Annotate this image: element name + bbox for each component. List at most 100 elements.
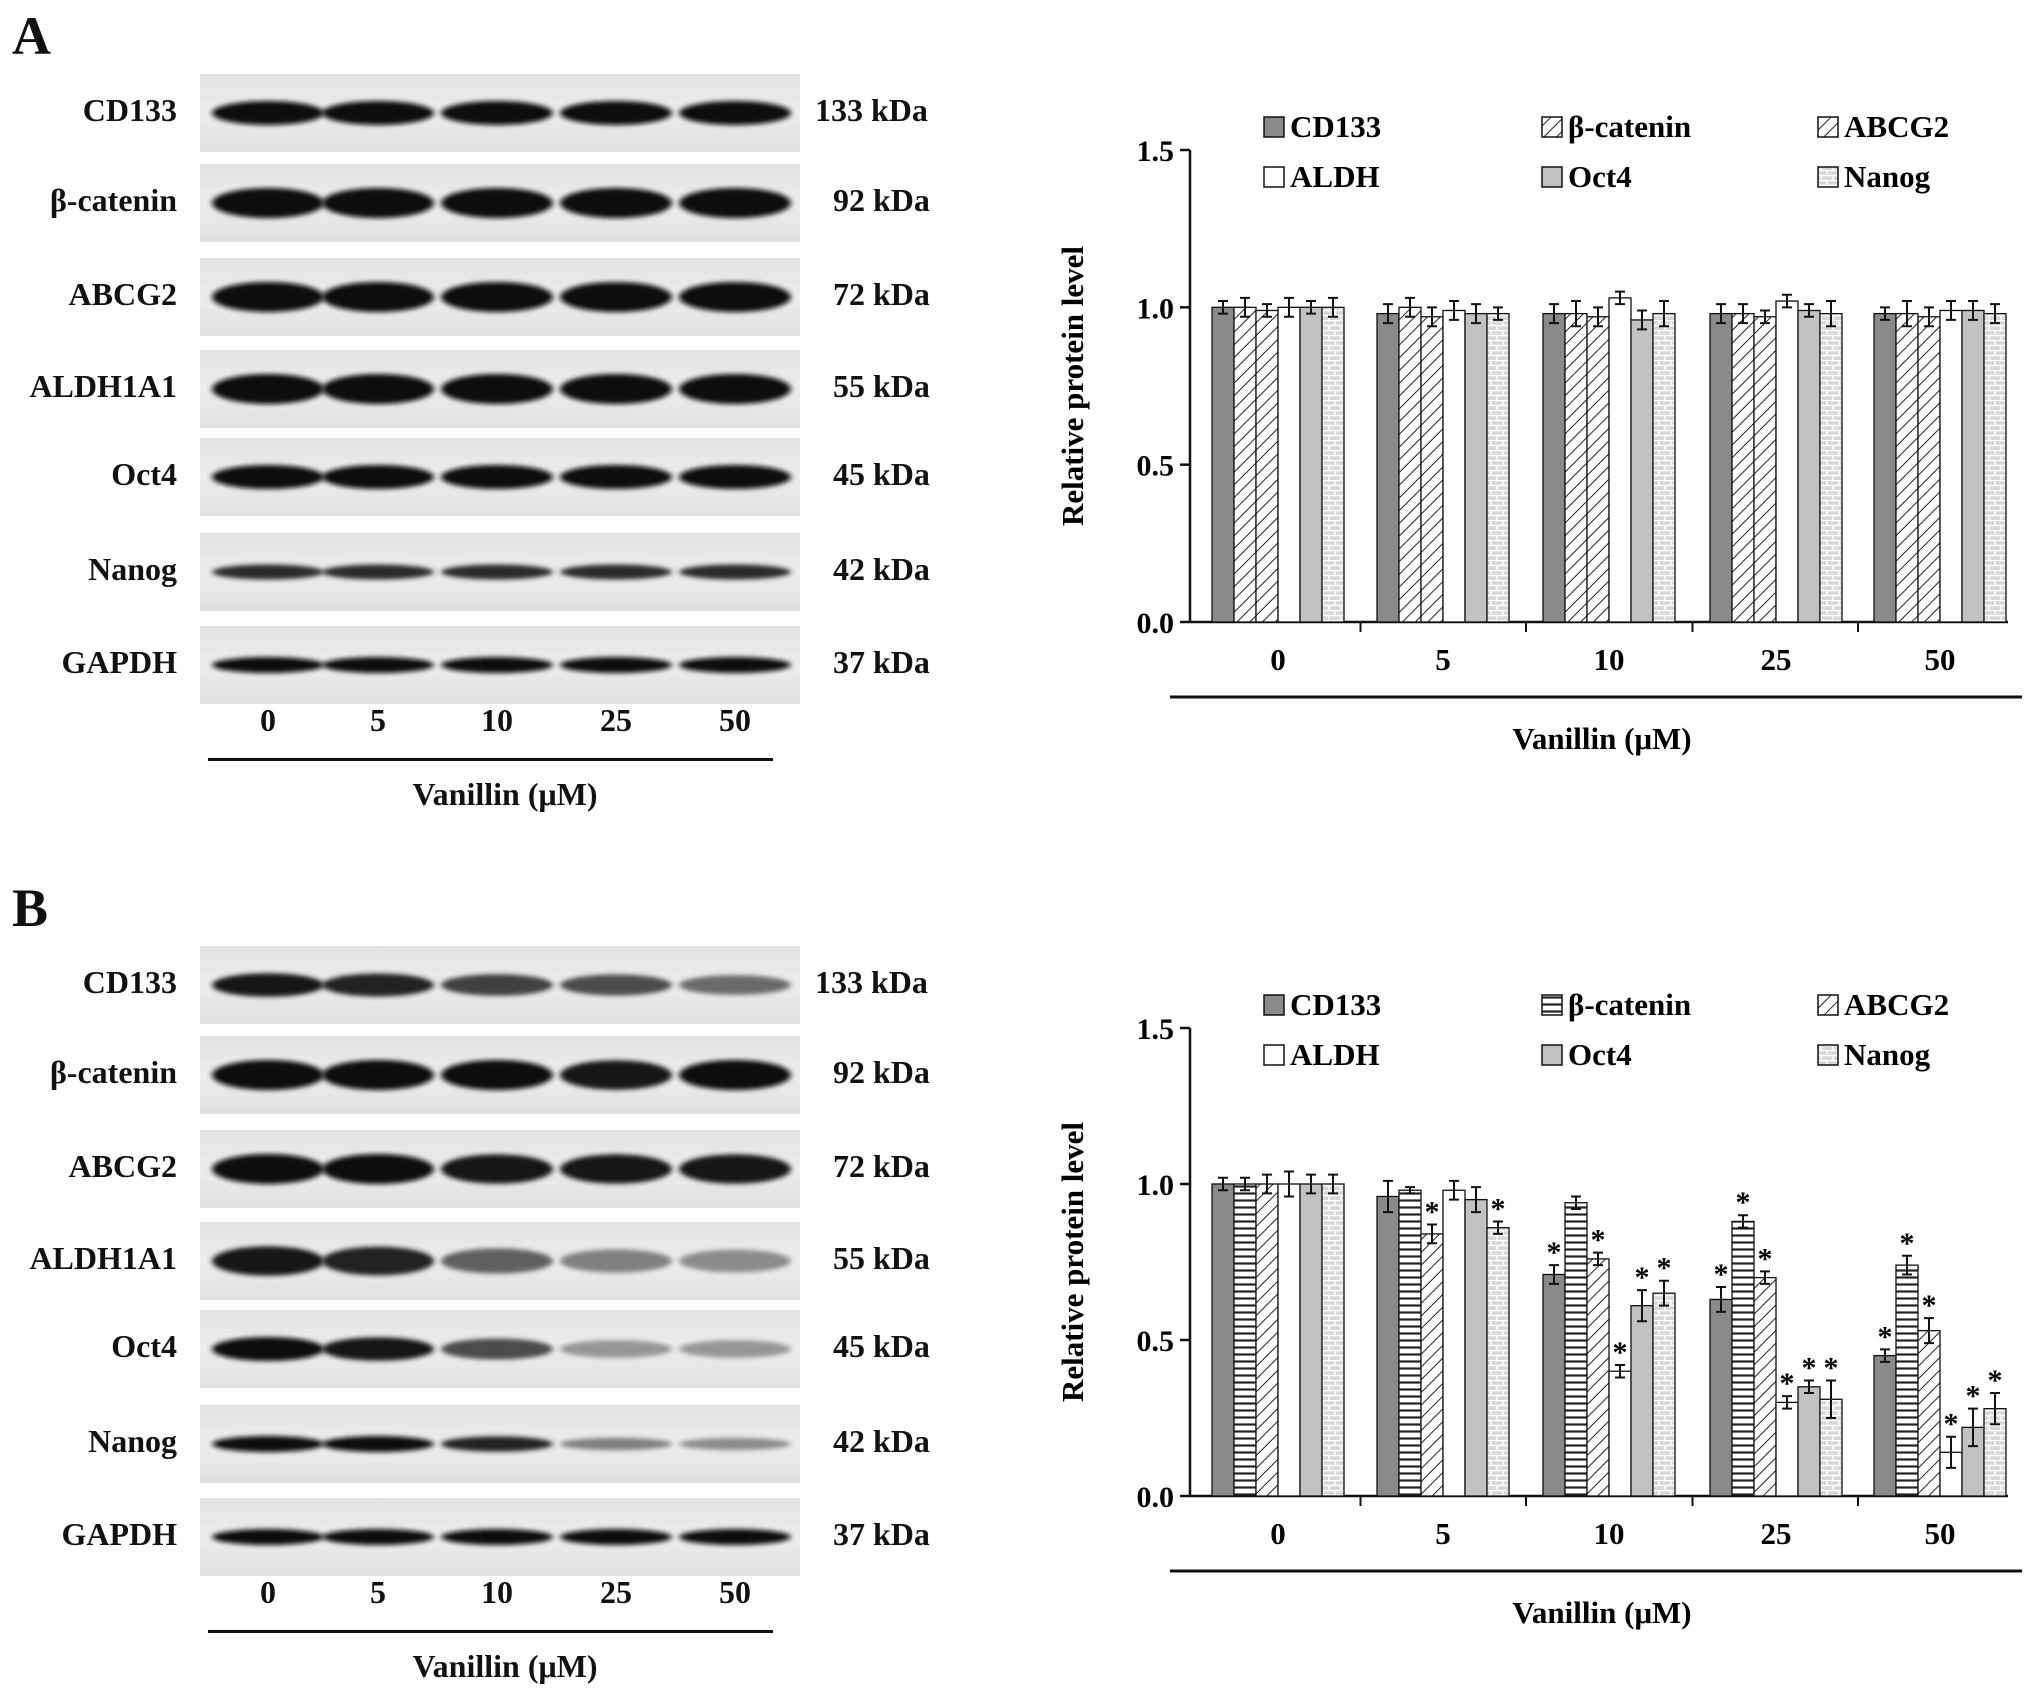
blot-band (212, 282, 324, 312)
error-bar (1946, 1435, 1956, 1469)
blot-kda-label: 72 kDa (833, 276, 930, 312)
error-bar (1804, 1379, 1814, 1395)
x-tick-label: 10 (1594, 1516, 1625, 1551)
blot-band (212, 657, 324, 673)
error-bar (1826, 1379, 1836, 1419)
legend-label: Oct4 (1568, 159, 1632, 194)
error-bar (1782, 293, 1792, 309)
error-bar (1383, 1179, 1393, 1214)
legend-label: β-catenin (1568, 109, 1691, 144)
error-bar (1637, 1289, 1647, 1323)
blot-axis-rule (208, 758, 773, 761)
blot-band (560, 374, 672, 404)
error-bar (1284, 296, 1294, 318)
error-bar (1593, 1251, 1603, 1267)
legend-swatch (1817, 1044, 1839, 1066)
legend-label: CD133 (1290, 987, 1381, 1022)
blot-strip (200, 1405, 800, 1483)
x-tick-label: 25 (1761, 1516, 1792, 1551)
bar (1376, 1195, 1400, 1497)
error-bar (1880, 306, 1890, 321)
significance-marker: * (1758, 1242, 1773, 1275)
error-bar (1924, 1317, 1934, 1345)
blot-band (322, 1436, 434, 1452)
bar (1211, 1183, 1235, 1497)
blot-lane-label: 25 (600, 1574, 632, 1610)
bar (1321, 1183, 1345, 1497)
bar (1486, 1227, 1510, 1497)
bar (1442, 1189, 1466, 1497)
blot-band (679, 465, 791, 489)
blot-band (560, 101, 672, 125)
blot-band (322, 1060, 434, 1090)
error-bar (1902, 300, 1912, 328)
blot-band (679, 282, 791, 312)
blot-kda-label: 37 kDa (833, 1516, 930, 1552)
blot-band (212, 1246, 324, 1276)
blot-band (679, 1249, 791, 1273)
error-bar (1760, 309, 1770, 325)
blot-strip (200, 164, 800, 242)
legend-swatch (1263, 166, 1285, 188)
blot-band (441, 101, 553, 125)
blot-band (679, 1340, 791, 1358)
bar (1420, 1233, 1444, 1497)
blot-band (560, 974, 672, 996)
blot-strip (200, 1222, 800, 1300)
bar (1542, 1273, 1566, 1497)
blot-band (322, 188, 434, 218)
error-bar (1946, 300, 1956, 321)
legend-swatch (1817, 994, 1839, 1016)
error-bar (1716, 1285, 1726, 1313)
blot-lane-label: 0 (260, 1574, 276, 1610)
legend-label: Oct4 (1568, 1037, 1632, 1072)
legend-swatch (1541, 166, 1563, 188)
error-bar (1924, 306, 1934, 328)
significance-marker: * (1613, 1336, 1628, 1369)
significance-marker: * (1966, 1380, 1981, 1413)
legend-swatch (1263, 116, 1285, 138)
significance-marker: * (1657, 1252, 1672, 1285)
x-tick-label: 50 (1925, 1516, 1956, 1551)
significance-marker: * (1988, 1364, 2003, 1397)
blot-band (560, 1529, 672, 1545)
x-tick-label: 25 (1761, 642, 1792, 677)
blot-band (560, 465, 672, 489)
error-bar (1760, 1270, 1770, 1285)
error-bar (1968, 300, 1978, 321)
significance-marker: * (1824, 1352, 1839, 1385)
blot-band (212, 1529, 324, 1545)
blot-band (441, 1060, 553, 1090)
blot-kda-label: 133 kDa (815, 92, 928, 128)
error-bar (1615, 1363, 1625, 1379)
blot-lane-label: 10 (481, 702, 513, 738)
blot-xlabel: Vanillin (μM) (412, 1648, 598, 1684)
bar (1586, 1258, 1610, 1497)
blot-band (441, 1436, 553, 1452)
legend-swatch (1263, 1044, 1285, 1066)
blot-strip (200, 1130, 800, 1208)
blot-band (441, 1248, 553, 1274)
blot-kda-label: 37 kDa (833, 644, 930, 680)
blot-band (441, 188, 553, 218)
significance-marker: * (1922, 1289, 1937, 1322)
bar (1255, 1183, 1279, 1497)
blot-band (322, 973, 434, 997)
blot-strip (200, 438, 800, 516)
legend-label: Nanog (1844, 1037, 1931, 1072)
error-bar (1659, 1279, 1669, 1307)
blot-band (441, 282, 553, 312)
error-bar (1262, 1173, 1272, 1195)
error-bar (1571, 300, 1581, 328)
bar (1630, 1305, 1654, 1497)
error-bar (1880, 1348, 1890, 1363)
blot-band (212, 374, 324, 404)
bar (1731, 1220, 1755, 1497)
panel-letter: B (12, 878, 49, 938)
blot-band (679, 1437, 791, 1451)
bar (1753, 1276, 1777, 1497)
legend-swatch (1541, 994, 1563, 1016)
y-axis-label: Relative protein level (1055, 246, 1090, 526)
bar (1895, 1264, 1919, 1497)
